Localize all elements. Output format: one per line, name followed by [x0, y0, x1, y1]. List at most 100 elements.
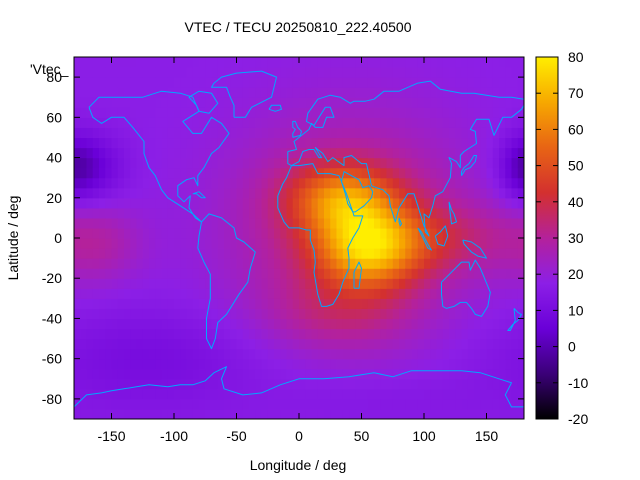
heatmap-cell: [224, 87, 231, 98]
heatmap-cell: [405, 288, 413, 299]
heatmap-cell: [186, 107, 194, 118]
heatmap-cell: [299, 358, 306, 370]
heatmap-cell: [442, 117, 450, 128]
heatmap-cell: [186, 298, 194, 309]
heatmap-cell: [374, 338, 381, 350]
heatmap-cell: [305, 358, 313, 370]
heatmap-cell: [117, 87, 125, 98]
heatmap-cell: [249, 328, 256, 340]
heatmap-cell: [236, 308, 244, 320]
heatmap-cell: [474, 197, 481, 209]
heatmap-cell: [374, 157, 381, 169]
heatmap-cell: [180, 227, 188, 239]
heatmap-cell: [511, 107, 519, 118]
heatmap-cell: [124, 398, 131, 410]
heatmap-cell: [505, 248, 513, 259]
heatmap-cell: [317, 67, 325, 78]
heatmap-cell: [299, 157, 306, 169]
heatmap-cell: [449, 207, 456, 219]
heatmap-cell: [167, 378, 175, 390]
heatmap-cell: [130, 278, 138, 289]
heatmap-cell: [280, 358, 288, 370]
heatmap-cell: [236, 167, 244, 179]
heatmap-cell: [311, 217, 319, 229]
heatmap-cell: [186, 288, 194, 299]
heatmap-cell: [361, 378, 369, 390]
heatmap-cell: [124, 308, 131, 320]
heatmap-cell: [261, 87, 269, 98]
heatmap-cell: [486, 308, 494, 320]
heatmap-cell: [274, 207, 281, 219]
heatmap-cell: [499, 207, 506, 219]
heatmap-cell: [155, 157, 163, 169]
heatmap-cell: [255, 238, 263, 249]
heatmap-cell: [442, 308, 450, 320]
heatmap-cell: [280, 227, 288, 239]
heatmap-cell: [217, 77, 225, 88]
heatmap-cell: [474, 348, 481, 360]
heatmap-cell: [105, 398, 113, 410]
heatmap-cell: [205, 268, 213, 279]
heatmap-cell: [224, 127, 231, 139]
heatmap-cell: [80, 368, 88, 380]
heatmap-cell: [74, 238, 81, 249]
heatmap-cell: [467, 318, 475, 330]
heatmap-cell: [174, 388, 181, 400]
heatmap-cell: [411, 67, 419, 78]
heatmap-cell: [105, 298, 113, 309]
heatmap-cell: [124, 197, 131, 209]
heatmap-cell: [342, 217, 350, 229]
heatmap-cell: [461, 358, 469, 370]
heatmap-cell: [192, 278, 200, 289]
heatmap-cell: [430, 368, 438, 380]
heatmap-cell: [292, 67, 300, 78]
heatmap-cell: [374, 217, 381, 229]
heatmap-cell: [255, 268, 263, 279]
heatmap-cell: [161, 227, 169, 239]
heatmap-cell: [274, 117, 281, 128]
heatmap-cell: [292, 177, 300, 189]
coastline-borneo: [434, 225, 449, 247]
heatmap-cell: [417, 378, 425, 390]
heatmap-cell: [336, 167, 344, 179]
heatmap-cell: [292, 368, 300, 380]
heatmap-cell: [192, 197, 200, 209]
heatmap-cell: [449, 268, 456, 279]
heatmap-cell: [242, 107, 250, 118]
heatmap-cell: [286, 77, 294, 88]
heatmap-cell: [286, 268, 294, 279]
heatmap-cell: [317, 217, 325, 229]
heatmap-cell: [80, 77, 88, 88]
heatmap-cell: [236, 107, 244, 118]
heatmap-cell: [305, 308, 313, 320]
heatmap-cell: [124, 187, 131, 199]
heatmap-cell: [467, 248, 475, 259]
heatmap-cell: [249, 288, 256, 299]
heatmap-cell: [136, 117, 144, 128]
heatmap-cell: [299, 298, 306, 309]
heatmap-cell: [474, 137, 481, 149]
heatmap-cell: [392, 388, 400, 400]
heatmap-cell: [167, 298, 175, 309]
heatmap-cell: [192, 167, 200, 179]
heatmap-cell: [180, 177, 188, 189]
heatmap-cell: [255, 248, 263, 259]
heatmap-cell: [361, 258, 369, 269]
heatmap-cell: [442, 77, 450, 88]
heatmap-cell: [111, 177, 119, 189]
heatmap-cell: [136, 177, 144, 189]
heatmap-cell: [399, 258, 406, 269]
heatmap-cell: [311, 67, 319, 78]
heatmap-cell: [392, 107, 400, 118]
heatmap-cell: [292, 137, 300, 149]
heatmap-cell: [180, 298, 188, 309]
heatmap-cell: [180, 197, 188, 209]
heatmap-cell: [292, 187, 300, 199]
heatmap-cell: [80, 318, 88, 330]
heatmap-cell: [324, 157, 331, 169]
heatmap-cell: [474, 318, 481, 330]
heatmap-cell: [380, 217, 388, 229]
heatmap-cell: [361, 57, 369, 68]
heatmap-cell: [199, 368, 206, 380]
heatmap-cell: [380, 77, 388, 88]
